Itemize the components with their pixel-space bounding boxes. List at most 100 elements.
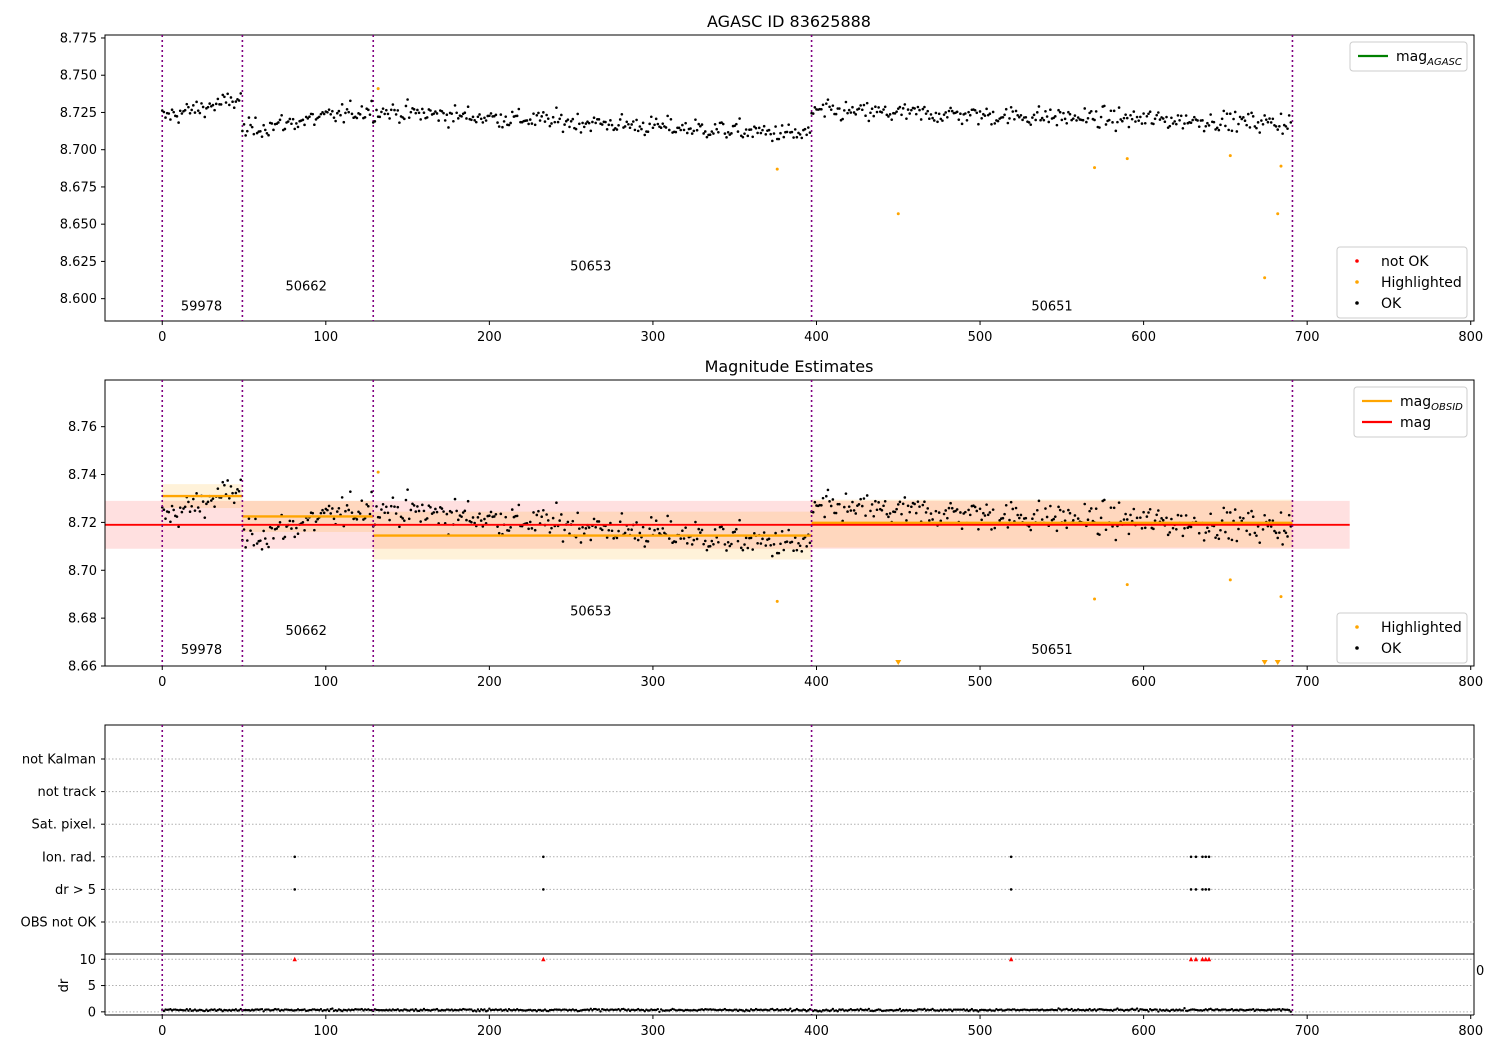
panel1-ok-point xyxy=(244,134,247,137)
panel1-highlighted-point xyxy=(1125,157,1129,161)
panel1-ok-point xyxy=(928,117,931,121)
panel1-ok-point xyxy=(391,103,395,106)
panel2-ok-point xyxy=(201,500,205,503)
panel1-ok-point xyxy=(913,107,916,110)
panel1-ok-point xyxy=(610,123,614,127)
panel2-ok-point xyxy=(470,520,473,524)
panel2-ok-point xyxy=(466,499,470,503)
panel1-ok-point xyxy=(1207,124,1211,127)
panel2-ok-point xyxy=(795,548,799,552)
panel1-ok-point xyxy=(1232,117,1235,121)
panel1-ok-point xyxy=(272,128,275,132)
panel2-bottom-legend-label: Highlighted xyxy=(1381,620,1462,636)
panel1-ok-point xyxy=(664,126,668,129)
panel1-ok-point xyxy=(473,118,476,122)
panel2-ok-point xyxy=(954,509,957,513)
panel1-ok-point xyxy=(934,111,938,115)
panel2-ok-point xyxy=(1145,515,1149,518)
panel1-ok-point xyxy=(923,105,926,109)
panel2-ok-point xyxy=(1189,525,1193,529)
panel1-ok-point xyxy=(1284,125,1288,128)
dr-point xyxy=(1135,1007,1139,1010)
panel2-ok-point xyxy=(699,531,702,534)
dr-point xyxy=(787,1008,790,1012)
dr-point xyxy=(262,1010,265,1013)
panel1-ok-point xyxy=(589,129,593,133)
panel2-ok-point xyxy=(527,527,530,531)
panel2-ok-point xyxy=(857,503,861,506)
dr-point xyxy=(931,1007,934,1011)
panel1-ok-point xyxy=(910,108,913,112)
panel2-ok-point xyxy=(648,527,651,530)
panel1-ok-point xyxy=(690,132,694,135)
panel2-ok-point xyxy=(741,548,745,552)
panel2-ok-point xyxy=(811,510,815,514)
panel1-ok-point xyxy=(1179,114,1183,118)
panel2-ok-point xyxy=(896,503,900,506)
panel2-ok-point xyxy=(978,507,982,511)
panel2-ok-point xyxy=(558,519,561,522)
panel1-ok-point xyxy=(746,134,750,138)
panel1-ok-point xyxy=(422,111,426,115)
panel2-ok-point xyxy=(272,537,275,540)
panel2-ok-point xyxy=(592,517,596,521)
panel2-ok-point xyxy=(1111,525,1114,528)
dr-point xyxy=(504,1008,507,1011)
panel1-bottom-legend-label: OK xyxy=(1381,296,1402,312)
panel2-ok-point xyxy=(1222,506,1226,510)
panel2-bottom-legend-marker-swatch xyxy=(1355,646,1359,650)
panel2-ok-point xyxy=(1228,511,1232,514)
panel2-ok-point xyxy=(311,511,315,515)
dr-point xyxy=(1287,1008,1291,1012)
panel1-ok-point xyxy=(1266,120,1270,124)
panel2-ok-point xyxy=(744,536,748,540)
panel1-ok-point xyxy=(1037,105,1041,108)
panel1-ok-point xyxy=(828,105,831,109)
panel1-ok-point xyxy=(412,108,416,111)
panel1-ok-point xyxy=(347,110,351,114)
panel1-ok-point xyxy=(633,128,637,132)
dr-point xyxy=(360,1007,363,1011)
dr-point xyxy=(789,1007,792,1010)
panel2-ok-point xyxy=(842,505,846,509)
panel2-ok-point xyxy=(365,503,368,506)
panel1-ok-point xyxy=(368,113,372,116)
panel1-ok-point xyxy=(213,108,216,112)
dr-point xyxy=(326,1008,329,1011)
panel1-ok-point xyxy=(1201,119,1204,122)
panel2-ok-point xyxy=(223,483,226,487)
panel1-ok-point xyxy=(383,112,386,116)
panel2-ok-point xyxy=(682,537,686,540)
panel1-title: AGASC ID 83625888 xyxy=(707,12,871,31)
panel2-ok-point xyxy=(407,517,411,521)
panel1-ok-point xyxy=(326,110,329,114)
panel1-ok-point xyxy=(288,117,292,121)
panel1-ok-point xyxy=(1168,124,1172,128)
panel2-ok-point xyxy=(231,491,234,495)
panel1-ok-point xyxy=(345,107,349,111)
panel1-ok-point xyxy=(1206,121,1209,125)
panel2-ok-point xyxy=(1255,534,1258,537)
panel1-ok-point xyxy=(875,110,879,114)
panel1-ok-point xyxy=(478,113,481,116)
panel2-ok-point xyxy=(1053,515,1057,518)
panel1-ok-point xyxy=(550,122,553,125)
panel1-ok-point xyxy=(659,126,663,130)
panel2-ok-point xyxy=(1011,507,1015,511)
panel2-ok-point xyxy=(537,509,540,513)
panel1-ok-point xyxy=(363,115,367,119)
panel2-ok-point xyxy=(1006,526,1010,529)
panel1-ok-point xyxy=(1044,109,1047,113)
panel1-y-tick-label: 8.750 xyxy=(60,69,97,84)
panel1-ok-point xyxy=(262,123,265,127)
panel2-ok-point xyxy=(205,502,208,506)
panel1-ok-point xyxy=(1163,120,1167,124)
panel1-ok-point xyxy=(198,111,202,115)
panel1-ok-point xyxy=(646,130,650,134)
panel2-ok-point xyxy=(735,527,738,531)
panel1-ok-point xyxy=(918,108,921,112)
panel2-ok-point xyxy=(1063,519,1067,522)
panel1-ok-point xyxy=(340,103,344,106)
panel2-ok-point xyxy=(1233,508,1237,511)
panel2-obsid-label: 59978 xyxy=(181,643,222,658)
